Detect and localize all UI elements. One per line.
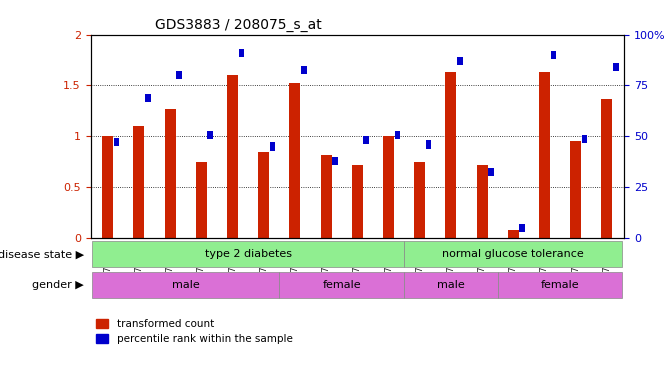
Bar: [383, 136, 394, 238]
Bar: [227, 75, 238, 238]
Bar: [352, 165, 363, 238]
FancyBboxPatch shape: [582, 135, 587, 144]
Bar: [414, 162, 425, 238]
FancyBboxPatch shape: [207, 131, 213, 139]
FancyBboxPatch shape: [270, 142, 275, 151]
FancyBboxPatch shape: [279, 272, 404, 298]
Text: male: male: [172, 280, 199, 290]
Bar: [134, 126, 144, 238]
FancyBboxPatch shape: [426, 141, 431, 149]
Text: GDS3883 / 208075_s_at: GDS3883 / 208075_s_at: [154, 18, 321, 32]
FancyBboxPatch shape: [239, 49, 244, 57]
Bar: [321, 155, 331, 238]
Bar: [446, 72, 456, 238]
FancyBboxPatch shape: [176, 71, 182, 79]
Bar: [570, 141, 581, 238]
Bar: [601, 99, 613, 238]
FancyBboxPatch shape: [301, 66, 307, 74]
FancyBboxPatch shape: [332, 157, 338, 165]
Bar: [476, 165, 488, 238]
Text: normal glucose tolerance: normal glucose tolerance: [442, 249, 584, 259]
FancyBboxPatch shape: [395, 131, 400, 139]
FancyBboxPatch shape: [114, 138, 119, 147]
Text: type 2 diabetes: type 2 diabetes: [205, 249, 292, 259]
Text: disease state ▶: disease state ▶: [0, 249, 84, 260]
Bar: [164, 109, 176, 238]
FancyBboxPatch shape: [92, 242, 404, 267]
FancyBboxPatch shape: [613, 63, 619, 71]
Bar: [196, 162, 207, 238]
Text: gender ▶: gender ▶: [32, 280, 84, 290]
FancyBboxPatch shape: [404, 242, 623, 267]
FancyBboxPatch shape: [551, 51, 556, 59]
FancyBboxPatch shape: [498, 272, 623, 298]
Bar: [258, 152, 269, 238]
FancyBboxPatch shape: [488, 168, 494, 176]
Bar: [508, 230, 519, 238]
Bar: [289, 83, 301, 238]
FancyBboxPatch shape: [92, 272, 279, 298]
Bar: [539, 72, 550, 238]
Bar: [102, 136, 113, 238]
Legend: transformed count, percentile rank within the sample: transformed count, percentile rank withi…: [96, 319, 293, 344]
Text: male: male: [437, 280, 465, 290]
Text: female: female: [541, 280, 579, 290]
FancyBboxPatch shape: [364, 136, 369, 144]
FancyBboxPatch shape: [519, 224, 525, 232]
FancyBboxPatch shape: [145, 94, 150, 102]
FancyBboxPatch shape: [457, 57, 462, 65]
Text: female: female: [322, 280, 361, 290]
FancyBboxPatch shape: [404, 272, 498, 298]
